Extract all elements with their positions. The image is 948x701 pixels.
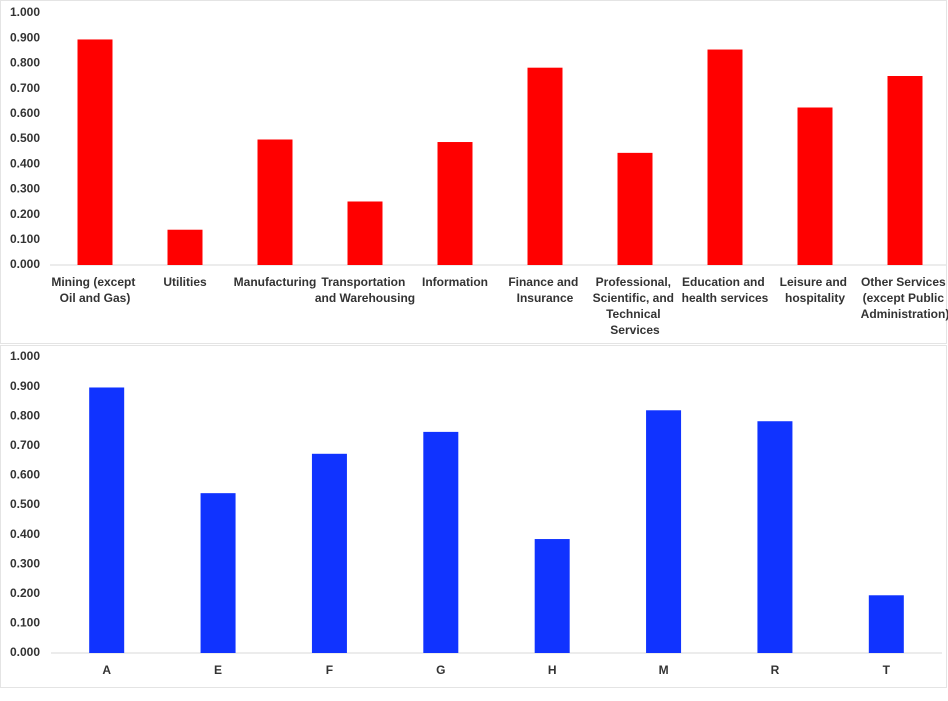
bar xyxy=(167,229,203,265)
bar xyxy=(887,76,923,265)
bar xyxy=(311,453,347,653)
x-tick-label: H xyxy=(548,663,557,677)
x-tick-label: Mining (except Oil and Gas) xyxy=(51,275,138,305)
y-tick-label: 1.000 xyxy=(10,349,40,363)
y-tick-label: 0.600 xyxy=(10,106,40,120)
x-tick-label: M xyxy=(659,663,669,677)
bar xyxy=(347,201,383,265)
chart-border xyxy=(0,0,947,344)
bar xyxy=(646,410,682,653)
x-tick-label: R xyxy=(771,663,780,677)
x-tick-label: Manufacturing xyxy=(234,275,317,289)
y-tick-label: 0.800 xyxy=(10,56,40,70)
x-tick-label: Transportation and Warehousing xyxy=(315,275,415,305)
y-tick-label: 0.000 xyxy=(10,257,40,271)
chart-border xyxy=(0,345,947,688)
y-tick-label: 0.900 xyxy=(10,379,40,393)
y-tick-label: 0.200 xyxy=(10,207,40,221)
y-tick-label: 0.900 xyxy=(10,30,40,44)
y-tick-label: 0.800 xyxy=(10,408,40,422)
y-tick-label: 0.600 xyxy=(10,468,40,482)
y-tick-label: 0.400 xyxy=(10,527,40,541)
y-tick-label: 0.000 xyxy=(10,645,40,659)
y-tick-label: 0.500 xyxy=(10,131,40,145)
y-tick-label: 0.400 xyxy=(10,156,40,170)
x-tick-label: Other Services (except Public Administra… xyxy=(861,275,948,321)
bar xyxy=(617,152,653,265)
bar xyxy=(797,107,833,265)
bar xyxy=(534,539,570,653)
x-tick-label: Professional, Scientific, and Technical … xyxy=(593,275,678,337)
x-tick-label: G xyxy=(436,663,445,677)
bar xyxy=(707,49,743,265)
bar xyxy=(527,67,563,266)
y-tick-label: 0.700 xyxy=(10,81,40,95)
y-tick-label: 0.300 xyxy=(10,182,40,196)
y-tick-label: 0.100 xyxy=(10,232,40,246)
x-tick-label: Leisure and hospitality xyxy=(780,275,851,305)
x-tick-label: Utilities xyxy=(163,275,207,289)
y-tick-label: 0.300 xyxy=(10,556,40,570)
bar xyxy=(423,431,459,653)
x-tick-label: A xyxy=(102,663,111,677)
y-tick-label: 0.700 xyxy=(10,438,40,452)
bar xyxy=(89,387,125,653)
bar xyxy=(257,139,293,265)
x-tick-label: T xyxy=(883,663,891,677)
y-tick-label: 0.100 xyxy=(10,616,40,630)
bar xyxy=(200,493,236,653)
bar xyxy=(868,595,904,653)
bar xyxy=(77,39,113,266)
x-tick-label: Information xyxy=(422,275,488,289)
y-tick-label: 0.500 xyxy=(10,497,40,511)
y-tick-label: 0.200 xyxy=(10,586,40,600)
y-tick-label: 1.000 xyxy=(10,5,40,19)
x-tick-label: Education and health services xyxy=(682,275,769,305)
bar xyxy=(437,142,473,265)
bar xyxy=(757,421,793,653)
x-tick-label: Finance and Insurance xyxy=(508,275,581,305)
x-tick-label: F xyxy=(326,663,333,677)
x-tick-label: E xyxy=(214,663,222,677)
